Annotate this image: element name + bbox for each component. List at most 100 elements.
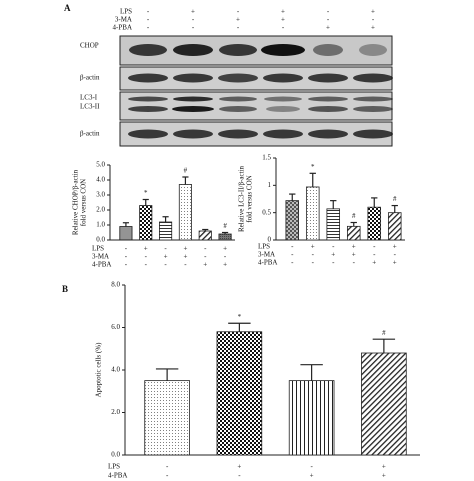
treatment-sign: + <box>310 472 314 480</box>
treatment-sign: + <box>352 243 356 251</box>
band <box>173 129 213 139</box>
western-blot <box>119 35 393 147</box>
blot-label: β-actin <box>80 130 100 138</box>
bar <box>326 208 341 241</box>
treatment-sign: - <box>373 251 376 259</box>
bar <box>218 233 232 241</box>
treatment-sign: - <box>145 253 148 261</box>
treatment-sign: - <box>147 24 150 32</box>
band <box>266 106 300 112</box>
band <box>219 106 257 112</box>
y-axis-label: Apoptotic cells (%) <box>95 342 103 397</box>
y-tick-label: 6.0 <box>111 323 120 331</box>
treatment-sign: + <box>236 16 240 24</box>
treatment-sign: - <box>327 16 330 24</box>
band <box>128 106 168 112</box>
treatment-sign: - <box>192 16 195 24</box>
treatment-sign: - <box>312 259 315 267</box>
band <box>173 44 213 56</box>
band <box>129 44 167 56</box>
bar <box>139 205 153 241</box>
y-tick-label: 8.0 <box>111 281 120 289</box>
band <box>128 73 168 83</box>
y-axis-label: fold versus CON <box>246 175 254 222</box>
y-tick-label: 0 <box>268 236 272 244</box>
treatment-sign: + <box>372 259 376 267</box>
treatment-sign: + <box>352 251 356 259</box>
band <box>128 96 168 102</box>
treatment-sign: - <box>164 245 167 253</box>
treatment-sign: + <box>331 251 335 259</box>
bar <box>216 331 263 456</box>
treatment-sign: - <box>291 243 294 251</box>
blot-label: CHOP <box>80 42 99 50</box>
treatment-sign: + <box>281 8 285 16</box>
bar <box>288 380 335 456</box>
treatment-label: 4-PBA <box>108 472 127 480</box>
treatment-label: 4-PBA <box>113 24 132 32</box>
treatment-sign: - <box>353 259 356 267</box>
y-axis-label: Relative LC3-II/β-actin <box>238 166 246 232</box>
blot-strip <box>119 91 393 121</box>
y-tick-label: 2.0 <box>96 206 105 214</box>
bar <box>285 200 300 241</box>
bar <box>367 206 382 241</box>
treatment-sign: + <box>144 245 148 253</box>
treatment-sign: - <box>312 251 315 259</box>
bar <box>198 230 212 241</box>
treatment-sign: + <box>382 463 386 471</box>
treatment-sign: - <box>125 253 128 261</box>
treatment-sign: - <box>373 243 376 251</box>
band <box>353 106 393 112</box>
treatment-sign: - <box>204 253 207 261</box>
treatment-sign: - <box>394 251 397 259</box>
y-tick-label: 0.0 <box>111 451 120 459</box>
bar <box>387 212 402 241</box>
treatment-sign: - <box>147 8 150 16</box>
y-axis-label: Relative CHOP/β-actin <box>72 169 80 235</box>
treatment-sign: + <box>183 253 187 261</box>
band <box>218 73 258 83</box>
treatment-sign: - <box>327 8 330 16</box>
bar <box>361 352 407 456</box>
band <box>353 129 393 139</box>
treatment-sign: - <box>145 261 148 269</box>
band <box>172 106 214 112</box>
treatment-label: 3-MA <box>92 253 109 261</box>
treatment-sign: + <box>326 24 330 32</box>
treatment-sign: - <box>166 463 169 471</box>
band <box>173 73 213 83</box>
y-tick-label: 2.0 <box>111 408 120 416</box>
bar <box>305 186 320 241</box>
treatment-sign: + <box>371 24 375 32</box>
band <box>261 44 305 56</box>
annotation: * <box>144 189 148 197</box>
band <box>263 73 303 83</box>
band <box>263 129 303 139</box>
treatment-sign: - <box>184 261 187 269</box>
band <box>219 96 257 102</box>
band <box>308 96 348 102</box>
bar <box>178 184 192 241</box>
band <box>128 129 168 139</box>
treatment-sign: + <box>371 8 375 16</box>
band <box>264 96 302 102</box>
y-tick-label: 5.0 <box>96 161 105 169</box>
y-tick-label: 1.5 <box>262 154 271 162</box>
treatment-sign: - <box>237 24 240 32</box>
treatment-sign: + <box>393 243 397 251</box>
treatment-sign: + <box>393 259 397 267</box>
treatment-sign: - <box>332 259 335 267</box>
treatment-sign: + <box>382 472 386 480</box>
bar <box>144 380 190 456</box>
panel-label: B <box>62 284 68 294</box>
treatment-sign: - <box>224 253 227 261</box>
treatment-sign: - <box>372 16 375 24</box>
y-axis-label: fold versus CON <box>80 179 88 226</box>
treatment-sign: + <box>203 261 207 269</box>
treatment-sign: - <box>332 243 335 251</box>
band <box>218 129 258 139</box>
panel-label: A <box>64 3 71 13</box>
treatment-sign: + <box>311 243 315 251</box>
